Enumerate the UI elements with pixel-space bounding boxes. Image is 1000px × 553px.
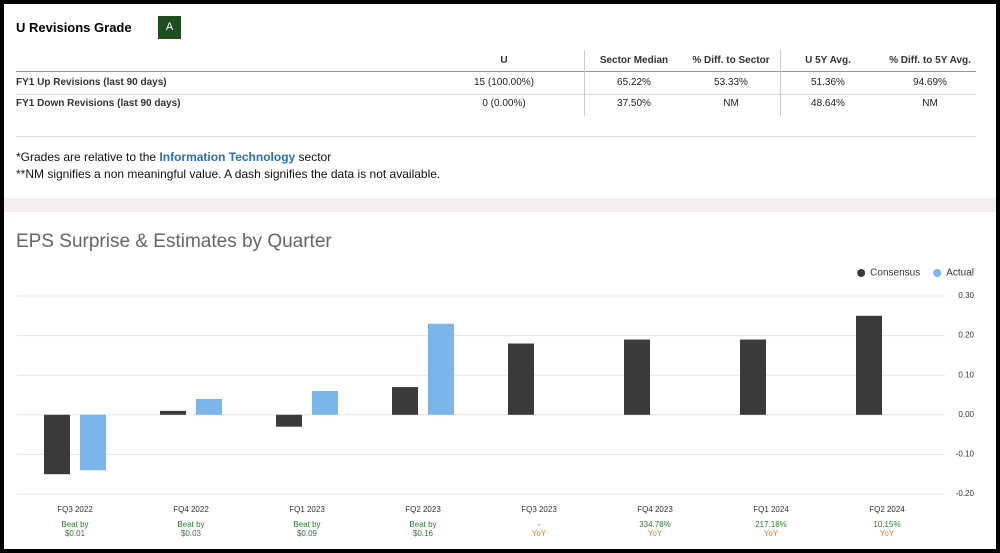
- note-text: sector: [295, 150, 332, 164]
- x-tick-label: FQ2 2024: [869, 505, 905, 514]
- row-label: FY1 Down Revisions (last 90 days): [16, 98, 181, 109]
- annotation: 10.15%: [873, 520, 900, 529]
- bar: [624, 339, 650, 415]
- cell: 94.69%: [913, 77, 947, 88]
- cell: NM: [723, 98, 739, 109]
- column-header: U: [500, 55, 508, 66]
- bar: [740, 339, 766, 415]
- column-header: % Diff. to Sector: [692, 55, 770, 66]
- bar: [80, 414, 106, 471]
- annotation: 334.78%: [639, 520, 671, 529]
- bar: [428, 323, 454, 415]
- divider: [16, 94, 976, 95]
- cell: 0 (0.00%): [482, 98, 526, 109]
- bar: [44, 414, 70, 475]
- divider: [16, 136, 976, 137]
- annotation: YoY: [648, 529, 663, 538]
- annotation: $0.01: [65, 529, 86, 538]
- legend-marker: [857, 269, 866, 277]
- annotation: YoY: [532, 529, 547, 538]
- chart-title: EPS Surprise & Estimates by Quarter: [16, 231, 332, 252]
- column-header: Sector Median: [599, 55, 669, 66]
- y-tick-label: 0.20: [958, 331, 974, 340]
- legend-label: Consensus: [870, 268, 920, 279]
- bar: [856, 315, 882, 415]
- cell: 65.22%: [617, 77, 651, 88]
- separator-band: [4, 198, 996, 212]
- chart: EPS Surprise & Estimates by Quarter 0.30…: [16, 231, 975, 538]
- bar: [392, 387, 418, 415]
- note-text: *Grades are relative to the: [16, 150, 160, 164]
- divider: [584, 50, 585, 116]
- cell: 48.64%: [811, 98, 845, 109]
- x-tick-label: FQ3 2023: [521, 505, 557, 514]
- bar: [276, 414, 302, 427]
- column-header: U 5Y Avg.: [805, 55, 851, 66]
- annotation: $0.16: [413, 529, 434, 538]
- annotation: YoY: [764, 529, 779, 538]
- x-tick-label: FQ1 2023: [289, 505, 325, 514]
- x-tick-label: FQ3 2022: [57, 505, 93, 514]
- sector-link[interactable]: Information Technology: [159, 150, 296, 164]
- cell: NM: [922, 98, 938, 109]
- cell: 15 (100.00%): [473, 77, 535, 88]
- note: *Grades are relative to the Information …: [16, 150, 331, 164]
- cell: 53.33%: [714, 77, 748, 88]
- x-tick-label: FQ2 2023: [405, 505, 441, 514]
- annotation: 217.18%: [755, 520, 787, 529]
- y-tick-label: 0.10: [958, 370, 974, 379]
- bar: [196, 398, 222, 415]
- row-label: FY1 Up Revisions (last 90 days): [16, 77, 167, 88]
- note: **NM signifies a non meaningful value. A…: [16, 167, 441, 181]
- annotation: -: [538, 520, 541, 529]
- annotation: $0.09: [297, 529, 318, 538]
- x-tick-label: FQ4 2023: [637, 505, 673, 514]
- section-title: U Revisions Grade: [16, 20, 132, 35]
- divider: [16, 71, 976, 72]
- grade-badge: A: [158, 16, 181, 39]
- cell: 37.50%: [617, 98, 651, 109]
- y-tick-label: -0.20: [956, 489, 975, 498]
- x-tick-label: FQ1 2024: [753, 505, 789, 514]
- y-tick-label: 0.00: [958, 410, 974, 419]
- annotation: Beat by: [293, 520, 320, 529]
- bar: [508, 343, 534, 415]
- annotation: YoY: [880, 529, 895, 538]
- y-tick-label: -0.10: [956, 450, 975, 459]
- annotation: Beat by: [409, 520, 436, 529]
- bar: [160, 410, 186, 415]
- annotation: Beat by: [61, 520, 88, 529]
- divider: [780, 50, 781, 116]
- legend-marker: [933, 269, 942, 277]
- bar: [312, 391, 338, 415]
- annotation: $0.03: [181, 529, 202, 538]
- column-header: % Diff. to 5Y Avg.: [889, 55, 971, 66]
- cell: 51.36%: [811, 77, 845, 88]
- legend-label: Actual: [946, 268, 974, 279]
- annotation: Beat by: [177, 520, 204, 529]
- y-tick-label: 0.30: [958, 291, 974, 300]
- x-tick-label: FQ4 2022: [173, 505, 209, 514]
